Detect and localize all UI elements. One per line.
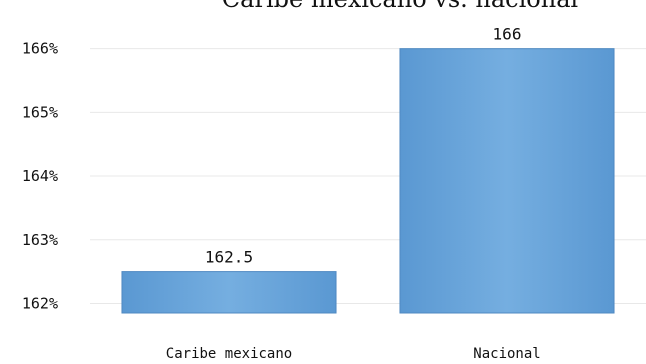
x-category-label: Nacional	[473, 346, 540, 362]
x-axis: Caribe mexicano Nacional	[166, 346, 541, 362]
y-tick-label: 165%	[22, 103, 58, 121]
y-tick-label: 164%	[22, 167, 58, 185]
bars: 162.5 166	[121, 25, 615, 314]
y-tick-label: 162%	[22, 294, 58, 312]
chart-title: Caribe mexicano vs. nacional	[222, 0, 578, 13]
x-category-label: Caribe mexicano	[166, 346, 292, 362]
data-label: 166	[493, 25, 522, 44]
bar	[121, 271, 337, 314]
bar	[399, 48, 615, 314]
y-tick-label: 166%	[22, 40, 58, 58]
y-tick-label: 163%	[22, 231, 58, 249]
data-label: 162.5	[205, 248, 253, 267]
y-axis: 162% 163% 164% 165% 166%	[22, 40, 58, 313]
